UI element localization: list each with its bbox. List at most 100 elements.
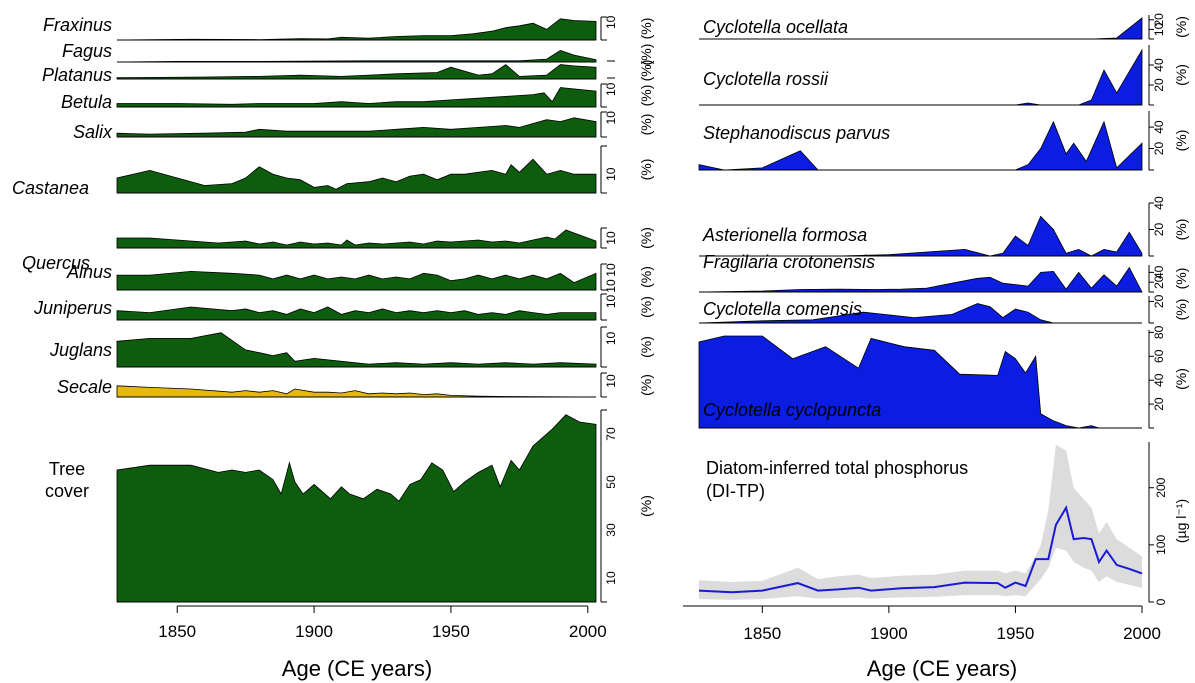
area-betula bbox=[116, 87, 597, 108]
y-tick-label: 10 bbox=[604, 374, 618, 388]
y-tick-label: 10 bbox=[604, 231, 618, 245]
x-tick-label-1950: 1950 bbox=[432, 622, 470, 641]
pollen-series-fagus: (%) Fagus bbox=[62, 41, 654, 65]
area-fraxinus bbox=[116, 18, 597, 41]
y-tick-label: 60 bbox=[1152, 349, 1166, 363]
diatom-series-cyclotella-comensis: 20 (%) Cyclotella comensis bbox=[698, 294, 1189, 324]
pollen-series-secale: 10 (%) Secale bbox=[57, 372, 654, 398]
pollen-panel: 10 (%) Fraxinus (%) Fagus (%) Platanus 10 (%) Bet… bbox=[12, 15, 654, 681]
unit-label: (%) bbox=[1173, 16, 1189, 38]
unit-label: (%) bbox=[638, 60, 654, 82]
x-tick-label-1850: 1850 bbox=[158, 622, 196, 641]
y-tick-label: 70 bbox=[604, 427, 618, 441]
area-juglans bbox=[116, 332, 597, 368]
taxon-label-betula: Betula bbox=[61, 92, 112, 112]
x-tick-label-1900: 1900 bbox=[870, 624, 908, 643]
taxon-label-juglans: Juglans bbox=[49, 340, 112, 360]
di-tp-line bbox=[698, 505, 1143, 594]
taxon-label-stephanodiscus-parvus: Stephanodiscus parvus bbox=[703, 123, 890, 143]
diatom-x-axis: 1850 1900 1950 2000 Age (CE years) bbox=[683, 605, 1161, 681]
y-tick-label: 20 bbox=[1152, 223, 1166, 237]
pollen-x-axis: 1850 1900 1950 2000 Age (CE years) bbox=[158, 605, 607, 681]
unit-label: (%) bbox=[1173, 299, 1189, 321]
y-tick-label: 10 bbox=[604, 15, 618, 29]
tp-y-tick-label: 100 bbox=[1154, 535, 1168, 555]
taxon-label-cover: cover bbox=[45, 481, 89, 501]
x-tick-label-1900: 1900 bbox=[295, 622, 333, 641]
unit-label: (%) bbox=[638, 495, 654, 517]
diatom-series-cyclotella-cyclopuncta: 20 40 60 80 (%) Cyclotella cyclopuncta bbox=[698, 325, 1189, 429]
taxon-label-alnus: Alnus bbox=[66, 262, 112, 282]
unit-label: (%) bbox=[638, 18, 654, 40]
unit-label: (%) bbox=[638, 114, 654, 136]
pollen-series-juglans: 10 (%) Juglans bbox=[49, 326, 654, 368]
taxon-label-fagus: Fagus bbox=[62, 41, 112, 61]
tp-title-line-1: Diatom-inferred total phosphorus bbox=[706, 458, 968, 478]
taxon-label-salix: Salix bbox=[73, 122, 113, 142]
y-tick-label: 10 bbox=[604, 263, 618, 277]
y-tick-label: 10 bbox=[604, 279, 618, 293]
y-tick-label: 20 bbox=[1152, 142, 1166, 156]
area-salix bbox=[116, 117, 597, 138]
area-tree-cover bbox=[116, 414, 597, 603]
area-alnus bbox=[116, 270, 597, 291]
y-tick-label: 80 bbox=[1152, 325, 1166, 339]
taxon-label-fraxinus: Fraxinus bbox=[43, 15, 112, 35]
area-fagus bbox=[116, 50, 597, 63]
y-tick-label: 10 bbox=[604, 571, 618, 585]
tp-y-tick-label: 0 bbox=[1154, 598, 1168, 605]
taxon-label-secale: Secale bbox=[57, 377, 112, 397]
y-tick-label: 40 bbox=[1152, 373, 1166, 387]
x-tick-label-1850: 1850 bbox=[743, 624, 781, 643]
y-tick-label: 40 bbox=[1152, 120, 1166, 134]
taxon-label-tree: Tree bbox=[49, 459, 85, 479]
y-tick-label: 10 bbox=[604, 294, 618, 308]
pollen-series-juniperus: 10 (%) Juniperus bbox=[33, 293, 654, 321]
x-axis-title: Age (CE years) bbox=[282, 656, 432, 681]
y-tick-label: 40 bbox=[1152, 196, 1166, 210]
y-tick-label: 20 bbox=[1152, 397, 1166, 411]
y-tick-label: 20 bbox=[1152, 294, 1166, 308]
unit-label: (%) bbox=[638, 266, 654, 288]
y-tick-label: 10 bbox=[604, 82, 618, 96]
taxon-label-juniperus: Juniperus bbox=[33, 298, 112, 318]
tp-y-axis-title: (µg l⁻¹) bbox=[1173, 499, 1189, 543]
diatom-series-cyclotella-rossii: 20 40 (%) Cyclotella rossii bbox=[699, 45, 1189, 106]
unit-label: (%) bbox=[1173, 64, 1189, 86]
y-tick-label: 10 bbox=[604, 111, 618, 125]
y-tick-label: 10 bbox=[1152, 22, 1166, 36]
taxon-label-cyclotella-comensis: Cyclotella comensis bbox=[703, 299, 862, 319]
taxon-label-castanea: Castanea bbox=[12, 178, 89, 198]
y-tick-label: 20 bbox=[1152, 275, 1166, 289]
taxon-label-platanus: Platanus bbox=[42, 65, 112, 85]
tp-y-tick-label: 200 bbox=[1154, 477, 1168, 497]
area-juniperus bbox=[116, 306, 597, 321]
x-tick-label-2000: 2000 bbox=[1123, 624, 1161, 643]
unit-label: (%) bbox=[638, 159, 654, 181]
area-cyclotella-comensis bbox=[698, 303, 1142, 324]
pollen-series-betula: 10 (%) Betula bbox=[61, 82, 654, 112]
tp-title-line-2: (DI-TP) bbox=[706, 481, 765, 501]
area-stephanodiscus-parvus bbox=[698, 120, 1143, 171]
pollen-series-salix: 10 (%) Salix bbox=[73, 111, 654, 142]
diatom-series-stephanodiscus-parvus: 20 40 (%) Stephanodiscus parvus bbox=[698, 111, 1189, 171]
unit-label: (%) bbox=[638, 296, 654, 318]
taxon-label-asterionella-formosa: Asterionella formosa bbox=[702, 225, 867, 245]
y-tick-label: 20 bbox=[1152, 78, 1166, 92]
x-axis-title: Age (CE years) bbox=[867, 656, 1017, 681]
pollen-series-castanea: 10 (%) Castanea bbox=[12, 145, 654, 198]
taxon-label-cyclotella-cyclopuncta: Cyclotella cyclopuncta bbox=[703, 400, 881, 420]
taxon-label-fragilaria-crotonensis: Fragilaria crotonensis bbox=[703, 252, 875, 272]
y-tick-label: 10 bbox=[604, 331, 618, 345]
unit-label: (%) bbox=[638, 336, 654, 358]
unit-label: (%) bbox=[638, 374, 654, 396]
area-quercus bbox=[116, 229, 597, 249]
unit-label: (%) bbox=[1173, 219, 1189, 241]
y-tick-label: 20 bbox=[1152, 13, 1166, 27]
taxon-label-quercus: Quercus bbox=[22, 253, 90, 273]
unit-label: (%) bbox=[1173, 368, 1189, 390]
x-tick-label-1950: 1950 bbox=[997, 624, 1035, 643]
